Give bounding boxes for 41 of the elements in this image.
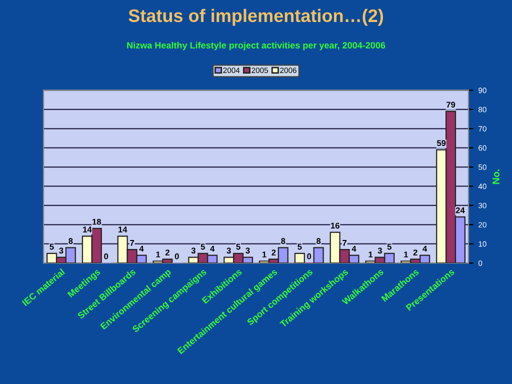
data-label: 0 bbox=[174, 253, 179, 260]
data-label: 3 bbox=[246, 248, 250, 254]
data-label: 7 bbox=[130, 240, 134, 246]
data-label: 5 bbox=[387, 244, 392, 250]
data-label: 79 bbox=[446, 102, 456, 108]
data-label: 1 bbox=[368, 252, 373, 258]
chart-subtitle: Nizwa Healthy Lifestyle project activities per year, 2004-2006 bbox=[127, 42, 386, 50]
data-label: 59 bbox=[436, 140, 446, 146]
bar bbox=[294, 252, 305, 264]
data-label: 5 bbox=[50, 244, 54, 250]
data-label: 8 bbox=[281, 238, 286, 244]
data-label: 8 bbox=[316, 238, 321, 244]
data-label: 14 bbox=[118, 226, 128, 232]
data-label: 2 bbox=[165, 250, 170, 256]
data-label: 8 bbox=[68, 238, 73, 244]
y-axis-title: No. bbox=[492, 169, 500, 184]
data-label: 2 bbox=[413, 250, 418, 256]
bar bbox=[313, 247, 324, 264]
data-label: 0 bbox=[307, 253, 312, 260]
data-label: 5 bbox=[236, 244, 240, 250]
data-label: 14 bbox=[83, 226, 92, 232]
data-label: 1 bbox=[262, 252, 266, 258]
data-label: 4 bbox=[422, 246, 428, 252]
data-label: 4 bbox=[352, 246, 356, 252]
data-label: 3 bbox=[226, 248, 231, 254]
data-label: 1 bbox=[156, 252, 160, 258]
data-label: 3 bbox=[191, 248, 196, 254]
data-label: 18 bbox=[92, 218, 102, 225]
data-label: 3 bbox=[59, 248, 64, 254]
data-label: 4 bbox=[139, 246, 144, 252]
data-label: 5 bbox=[298, 244, 302, 250]
data-label: 3 bbox=[378, 248, 382, 254]
data-label: 0 bbox=[104, 253, 108, 260]
data-label: 5 bbox=[200, 244, 205, 250]
data-label: 7 bbox=[342, 240, 346, 246]
data-label: 16 bbox=[330, 222, 340, 229]
data-label: 2 bbox=[272, 250, 276, 256]
data-label: 4 bbox=[210, 246, 215, 252]
data-label: 24 bbox=[456, 207, 465, 214]
data-label: 1 bbox=[404, 252, 408, 258]
chart-title: Status of implementation…(2) bbox=[128, 8, 384, 26]
